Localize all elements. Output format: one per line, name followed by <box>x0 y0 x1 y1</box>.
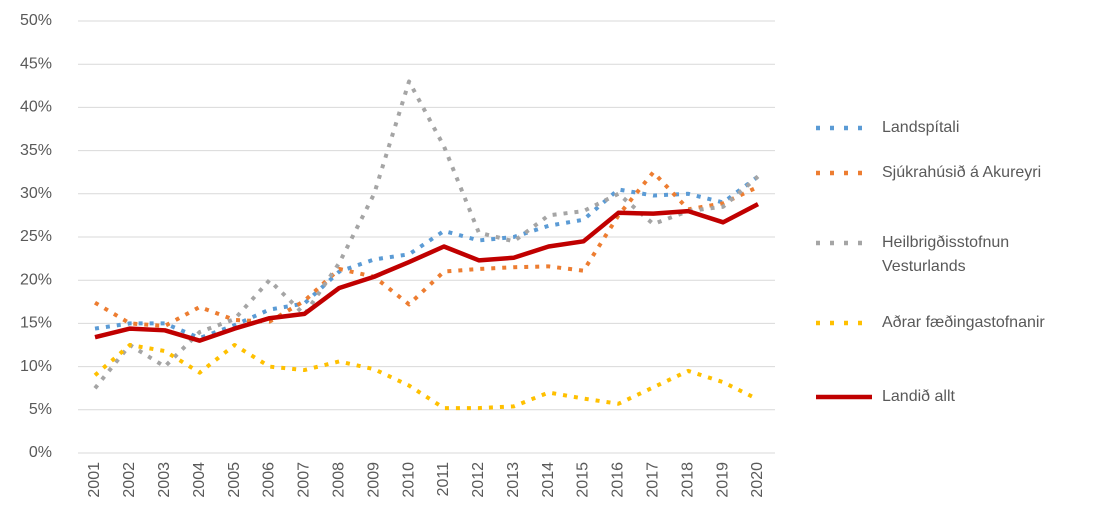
y-tick-label: 10% <box>20 358 52 375</box>
y-tick-label: 0% <box>29 444 52 461</box>
x-tick-label: 2011 <box>435 462 452 497</box>
x-tick-label: 2001 <box>86 462 103 498</box>
x-tick-label: 2020 <box>749 462 766 498</box>
x-tick-label: 2014 <box>540 462 557 498</box>
legend-item: Landspítali <box>812 116 1107 140</box>
legend-label: Aðrar fæðingastofnanir <box>882 314 1045 331</box>
legend-item: Sjúkrahúsið á Akureyri <box>812 161 1107 185</box>
x-tick-label: 2018 <box>679 462 696 498</box>
x-tick-label: 2005 <box>226 462 243 498</box>
x-tick-label: 2002 <box>121 462 138 498</box>
x-tick-label: 2010 <box>400 462 417 498</box>
legend-label: Landið allt <box>882 388 955 405</box>
legend-swatch <box>816 170 872 176</box>
y-tick-label: 30% <box>20 185 52 202</box>
legend-swatch <box>816 240 872 246</box>
series-line <box>94 174 760 341</box>
x-tick-label: 2013 <box>505 462 522 498</box>
series-line <box>93 343 759 411</box>
x-tick-label: 2019 <box>714 462 731 498</box>
y-tick-label: 15% <box>20 315 52 332</box>
y-tick-label: 25% <box>20 228 52 245</box>
y-tick-label: 45% <box>20 55 52 72</box>
legend-item: Heilbrigðisstofnun Vesturlands <box>812 231 1032 279</box>
x-tick-label: 2016 <box>610 462 627 498</box>
x-tick-label: 2006 <box>261 462 278 498</box>
series-line <box>93 79 760 390</box>
legend-label: Heilbrigðisstofnun Vesturlands <box>882 234 1010 275</box>
x-tick-label: 2008 <box>330 462 347 498</box>
x-tick-label: 2007 <box>296 462 313 498</box>
x-tick-label: 2004 <box>191 462 208 498</box>
legend-swatch <box>816 394 872 400</box>
x-tick-label: 2012 <box>470 462 487 498</box>
x-tick-label: 2015 <box>575 462 592 498</box>
x-tick-label: 2009 <box>365 462 382 498</box>
legend-label: Sjúkrahúsið á Akureyri <box>882 164 1042 181</box>
series-line <box>94 202 760 343</box>
x-tick-label: 2017 <box>645 462 662 498</box>
legend-swatch <box>816 125 872 131</box>
y-tick-label: 20% <box>20 271 52 288</box>
legend-label: Landspítali <box>882 119 960 136</box>
legend-swatch <box>816 320 872 326</box>
legend-item: Aðrar fæðingastofnanir <box>812 311 1107 335</box>
y-tick-label: 35% <box>20 142 52 159</box>
y-tick-label: 40% <box>20 99 52 116</box>
y-tick-label: 50% <box>20 12 52 29</box>
series-line <box>93 170 759 328</box>
x-tick-label: 2003 <box>156 462 173 498</box>
y-tick-label: 5% <box>29 401 52 418</box>
legend-item: Landið allt <box>812 385 1107 409</box>
